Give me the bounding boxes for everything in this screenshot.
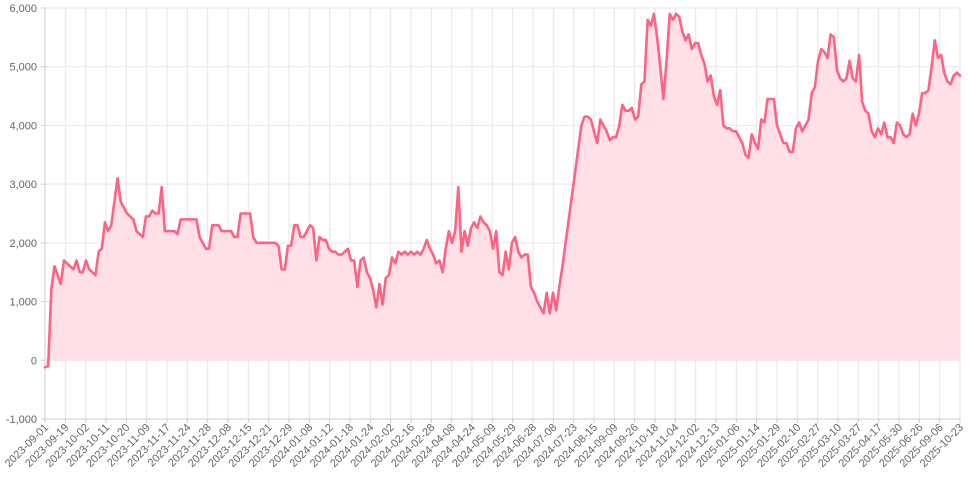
series-area <box>43 12 962 369</box>
y-tick-label: 3,000 <box>9 179 37 191</box>
y-tick-label: 0 <box>31 355 37 367</box>
y-tick-label: 4,000 <box>9 120 37 132</box>
y-tick-label: 5,000 <box>9 62 37 74</box>
x-axis-ticks: 2023-09-012023-09-192023-10-022023-10-11… <box>3 419 966 470</box>
y-tick-label: 2,000 <box>9 238 37 250</box>
series-area-fill <box>45 13 960 368</box>
y-tick-label: -1,000 <box>6 414 37 426</box>
series-line <box>43 12 962 369</box>
y-tick-label: 6,000 <box>9 3 37 15</box>
axes <box>44 8 960 420</box>
y-tick-label: 1,000 <box>9 297 37 309</box>
y-axis-ticks: -1,000 0 1,000 2,000 3,000 4,000 5,000 6,000 <box>6 3 45 426</box>
